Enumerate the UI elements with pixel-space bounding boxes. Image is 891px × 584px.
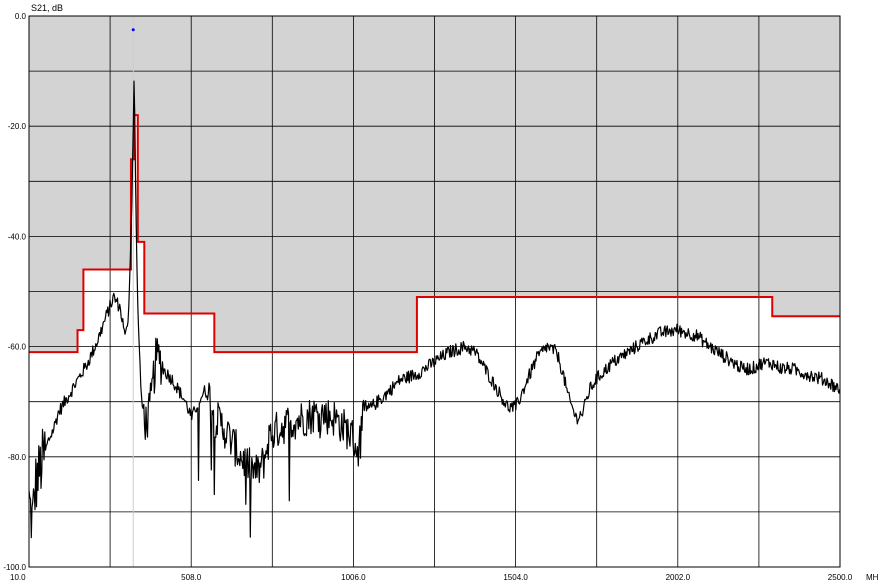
peak-marker: [131, 28, 135, 32]
y-tick-label: -20.0: [8, 122, 27, 131]
x-tick-label: 1504.0: [503, 573, 528, 582]
plot-border: [28, 15, 841, 568]
x-tick-label: 10.0: [10, 573, 26, 582]
y-tick-label: 0.0: [15, 12, 27, 21]
x-unit-label: MH: [866, 573, 879, 582]
x-tick-label: 2002.0: [666, 573, 691, 582]
s21-trace: [28, 80, 841, 539]
y-tick-label: -80.0: [8, 453, 27, 462]
y-axis-label: S21, dB: [31, 3, 63, 13]
x-tick-label: 1006.0: [341, 573, 366, 582]
x-tick-label: 2500.0: [828, 573, 853, 582]
y-tick-label: -40.0: [8, 232, 27, 241]
grid-lines: [29, 16, 840, 567]
y-tick-labels: 0.0 -20.0 -40.0 -60.0 -80.0 -100.0: [3, 12, 26, 572]
y-tick-label: -100.0: [3, 563, 26, 572]
y-tick-label: -60.0: [8, 343, 27, 352]
limit-mask-line: [29, 114, 840, 354]
x-tick-labels: 10.0 508.0 1006.0 1504.0 2002.0 2500.0: [10, 573, 853, 582]
x-tick-label: 508.0: [181, 573, 202, 582]
